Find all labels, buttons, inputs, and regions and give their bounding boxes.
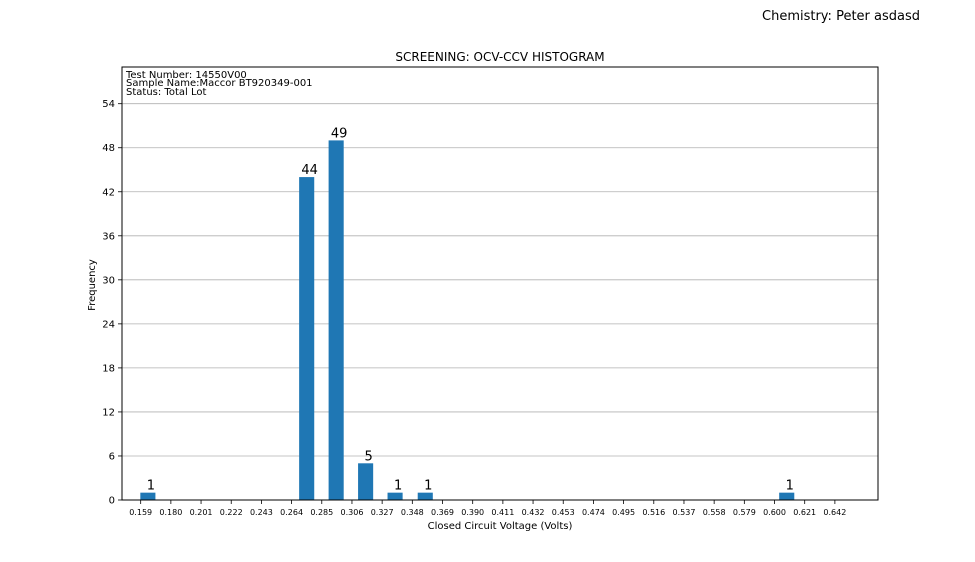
x-tick-label: 0.432 [522, 508, 545, 517]
x-tick-label: 0.243 [250, 508, 273, 517]
bar-value-label: 5 [364, 449, 372, 464]
bar-value-labels: 1 44 49 5 1 1 1 [147, 126, 794, 493]
x-tick-label: 0.642 [823, 508, 846, 517]
y-tick-label: 36 [102, 231, 115, 242]
x-tick-label: 0.411 [491, 508, 514, 517]
x-tick-label: 0.180 [159, 508, 182, 517]
x-tick-label: 0.369 [431, 508, 454, 517]
y-tick-label: 6 [109, 451, 115, 462]
y-tick-label: 48 [102, 143, 115, 154]
histogram-bar [140, 492, 156, 500]
bar-value-label: 44 [301, 163, 318, 178]
chart-title: SCREENING: OCV-CCV HISTOGRAM [395, 50, 604, 64]
y-axis-ticks: 0 6 12 18 24 30 36 42 48 54 [102, 99, 122, 507]
x-tick-label: 0.264 [280, 508, 303, 517]
y-tick-label: 0 [109, 496, 115, 507]
info-sample-name: Sample Name:Maccor BT920349-001 [126, 78, 313, 89]
plot-frame [121, 66, 879, 501]
x-tick-label: 0.516 [642, 508, 665, 517]
bar-value-label: 1 [147, 479, 155, 494]
x-tick-label: 0.285 [310, 508, 333, 517]
histogram-bar [387, 492, 403, 500]
x-tick-label: 0.453 [552, 508, 575, 517]
bar-value-label: 1 [394, 479, 402, 494]
y-tick-label: 42 [102, 187, 115, 198]
x-tick-label: 0.579 [733, 508, 756, 517]
x-tick-label: 0.306 [341, 508, 364, 517]
y-tick-label: 24 [102, 319, 115, 330]
x-tick-label: 0.222 [220, 508, 243, 517]
histogram-bars [140, 140, 795, 500]
x-tick-label: 0.537 [673, 508, 696, 517]
x-tick-label: 0.390 [461, 508, 484, 517]
x-tick-label: 0.201 [190, 508, 213, 517]
histogram-bar [358, 463, 374, 500]
x-tick-label: 0.327 [371, 508, 394, 517]
info-test-number: Test Number: 14550V00 [125, 70, 247, 81]
y-tick-label: 12 [102, 407, 115, 418]
y-tick-label: 18 [102, 363, 115, 374]
bar-value-label: 1 [424, 479, 432, 494]
x-tick-label: 0.159 [129, 508, 152, 517]
histogram-bar [299, 177, 315, 500]
grid-lines [122, 103, 878, 457]
x-tick-label: 0.621 [793, 508, 816, 517]
y-tick-label: 30 [102, 275, 115, 286]
chemistry-label: Chemistry: Peter asdasd [762, 9, 920, 24]
bar-value-label: 49 [331, 126, 348, 141]
histogram-bar [417, 492, 433, 500]
histogram-bar [779, 492, 795, 500]
x-axis-ticks: 0.159 0.180 0.201 0.222 0.243 0.264 0.285 0.306… [129, 500, 846, 517]
x-tick-label: 0.474 [582, 508, 605, 517]
x-tick-label: 0.600 [763, 508, 786, 517]
y-axis-label: Frequency [87, 259, 98, 311]
x-tick-label: 0.558 [703, 508, 726, 517]
x-axis-label: Closed Circuit Voltage (Volts) [428, 521, 573, 532]
bar-value-label: 1 [786, 479, 794, 494]
y-tick-label: 54 [102, 99, 115, 110]
x-tick-label: 0.495 [612, 508, 635, 517]
x-tick-label: 0.348 [401, 508, 424, 517]
info-status: Status: Total Lot [126, 87, 206, 98]
histogram-bar [328, 140, 344, 500]
